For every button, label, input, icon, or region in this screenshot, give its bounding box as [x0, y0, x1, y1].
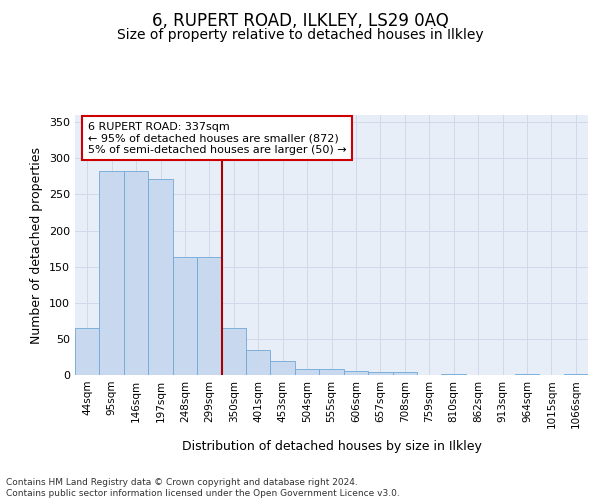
Bar: [246, 350, 271, 375]
Bar: [515, 374, 539, 375]
Bar: [295, 369, 319, 375]
Bar: [221, 328, 246, 375]
Text: 6 RUPERT ROAD: 337sqm
← 95% of detached houses are smaller (872)
5% of semi-deta: 6 RUPERT ROAD: 337sqm ← 95% of detached …: [88, 122, 346, 154]
Text: Size of property relative to detached houses in Ilkley: Size of property relative to detached ho…: [116, 28, 484, 42]
Bar: [319, 369, 344, 375]
Bar: [100, 172, 124, 375]
Bar: [75, 328, 100, 375]
Bar: [148, 180, 173, 375]
Y-axis label: Number of detached properties: Number of detached properties: [31, 146, 43, 344]
X-axis label: Distribution of detached houses by size in Ilkley: Distribution of detached houses by size …: [182, 440, 481, 452]
Bar: [392, 372, 417, 375]
Bar: [563, 374, 588, 375]
Bar: [442, 374, 466, 375]
Bar: [197, 258, 221, 375]
Bar: [344, 370, 368, 375]
Bar: [271, 360, 295, 375]
Bar: [368, 372, 392, 375]
Bar: [124, 172, 148, 375]
Bar: [173, 258, 197, 375]
Text: 6, RUPERT ROAD, ILKLEY, LS29 0AQ: 6, RUPERT ROAD, ILKLEY, LS29 0AQ: [152, 12, 448, 30]
Text: Contains HM Land Registry data © Crown copyright and database right 2024.
Contai: Contains HM Land Registry data © Crown c…: [6, 478, 400, 498]
